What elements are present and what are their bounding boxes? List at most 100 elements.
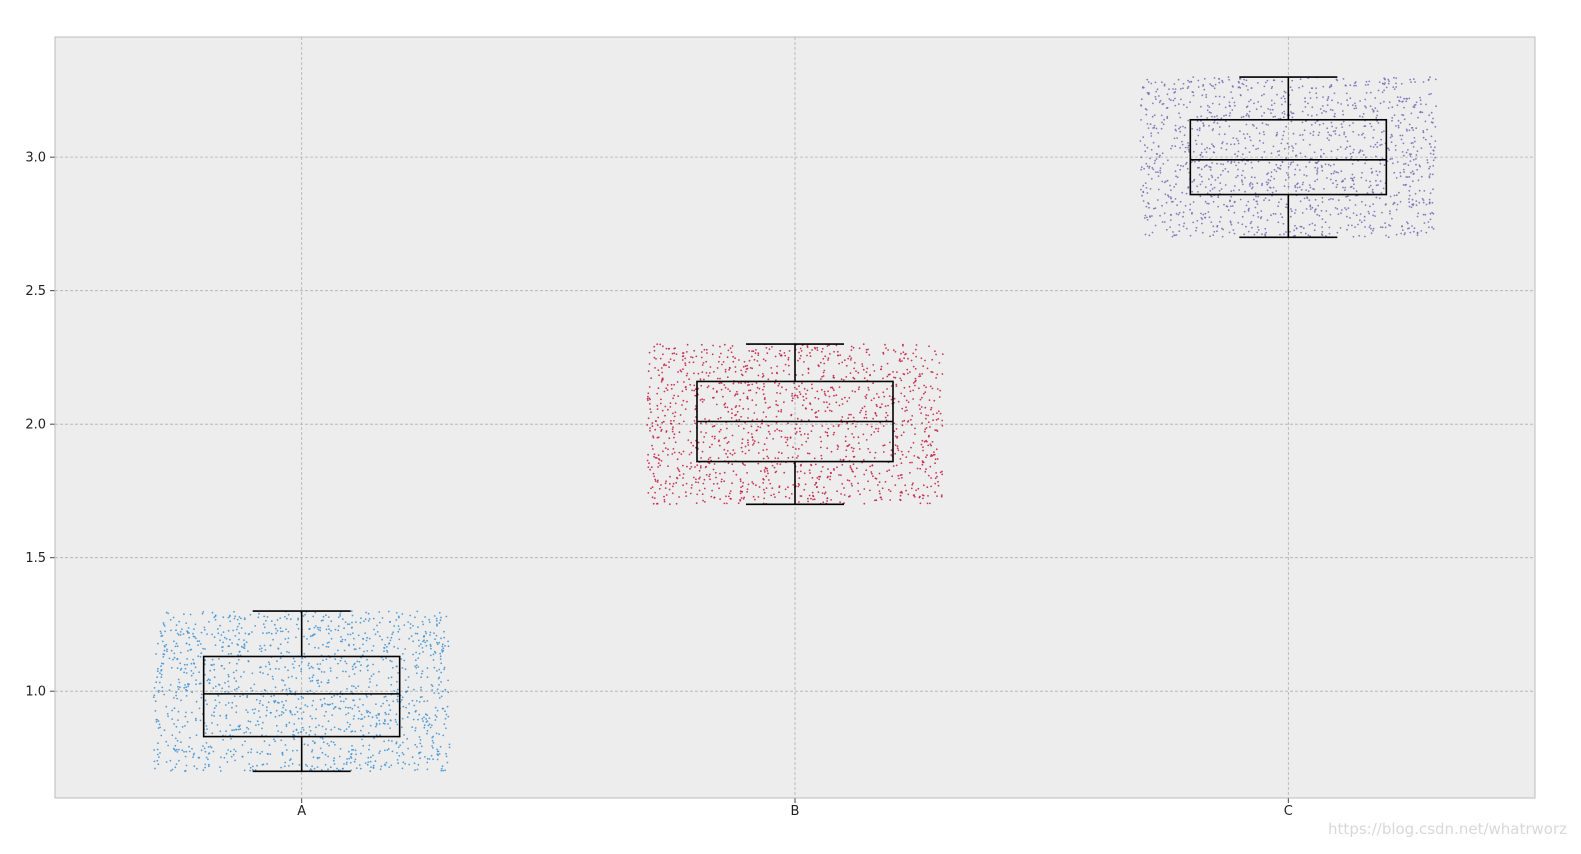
point	[1213, 230, 1216, 233]
point	[664, 414, 666, 417]
point	[889, 373, 891, 376]
point	[689, 467, 691, 470]
point	[339, 728, 342, 731]
point	[922, 392, 925, 395]
point	[739, 478, 742, 481]
point	[1363, 215, 1366, 218]
point	[387, 677, 390, 679]
point	[263, 644, 266, 647]
point	[279, 617, 282, 619]
point	[1234, 153, 1236, 156]
point	[669, 475, 671, 478]
point	[213, 715, 216, 717]
point	[684, 364, 687, 367]
point	[388, 766, 391, 768]
point	[221, 650, 224, 652]
point	[1241, 181, 1244, 183]
point	[1220, 188, 1223, 190]
point	[180, 667, 183, 670]
point	[414, 727, 417, 729]
point	[1238, 189, 1241, 191]
point	[285, 699, 287, 702]
point	[711, 489, 713, 492]
point	[178, 759, 180, 762]
point	[1140, 156, 1143, 159]
point	[751, 367, 754, 370]
point	[350, 753, 352, 756]
point	[797, 455, 799, 457]
point	[237, 728, 240, 731]
point	[686, 465, 688, 468]
point	[762, 373, 764, 375]
point	[1146, 78, 1149, 81]
point	[412, 624, 414, 627]
point	[1402, 100, 1404, 103]
point	[1282, 134, 1285, 137]
point	[686, 400, 688, 403]
point	[432, 758, 434, 761]
point	[1200, 151, 1203, 154]
point	[734, 394, 736, 397]
point	[811, 491, 814, 494]
point	[315, 708, 318, 711]
point	[665, 347, 668, 350]
point	[1328, 232, 1331, 235]
point	[154, 700, 157, 703]
point	[365, 611, 367, 614]
point	[777, 404, 779, 407]
point	[771, 487, 774, 490]
point	[1300, 188, 1303, 191]
point	[1149, 123, 1152, 126]
point	[803, 433, 806, 435]
point	[421, 647, 424, 649]
point	[367, 710, 370, 713]
point	[1182, 103, 1185, 106]
point	[261, 704, 264, 707]
point	[1218, 103, 1221, 106]
point	[204, 750, 207, 753]
point	[179, 686, 181, 689]
point	[375, 703, 377, 705]
point	[1366, 192, 1369, 195]
point	[935, 353, 937, 356]
point	[444, 769, 446, 772]
point	[1372, 229, 1374, 232]
point	[649, 468, 651, 471]
point	[1243, 210, 1246, 213]
point	[656, 424, 659, 426]
point	[1208, 111, 1211, 114]
point	[430, 647, 432, 650]
point	[339, 615, 341, 617]
point	[878, 490, 881, 492]
point	[1287, 185, 1290, 188]
point	[850, 345, 853, 348]
point	[788, 497, 791, 499]
point	[775, 415, 778, 418]
point	[446, 761, 449, 764]
point	[1408, 201, 1410, 204]
point	[1230, 160, 1233, 163]
point	[424, 641, 427, 644]
point	[165, 740, 168, 743]
point	[277, 730, 280, 732]
point	[779, 463, 782, 466]
point	[206, 633, 208, 635]
point	[428, 758, 431, 760]
point	[910, 446, 912, 449]
point	[417, 639, 420, 642]
point	[899, 377, 902, 380]
point	[736, 390, 738, 393]
point	[404, 648, 407, 650]
point	[1189, 234, 1192, 237]
point	[192, 754, 195, 756]
point	[853, 367, 855, 370]
point	[1147, 202, 1149, 204]
point	[1186, 106, 1188, 109]
point	[744, 445, 747, 448]
point	[161, 690, 164, 693]
point	[811, 387, 814, 390]
point	[760, 470, 762, 473]
point	[181, 628, 183, 631]
point	[260, 650, 263, 653]
point	[1415, 158, 1417, 160]
